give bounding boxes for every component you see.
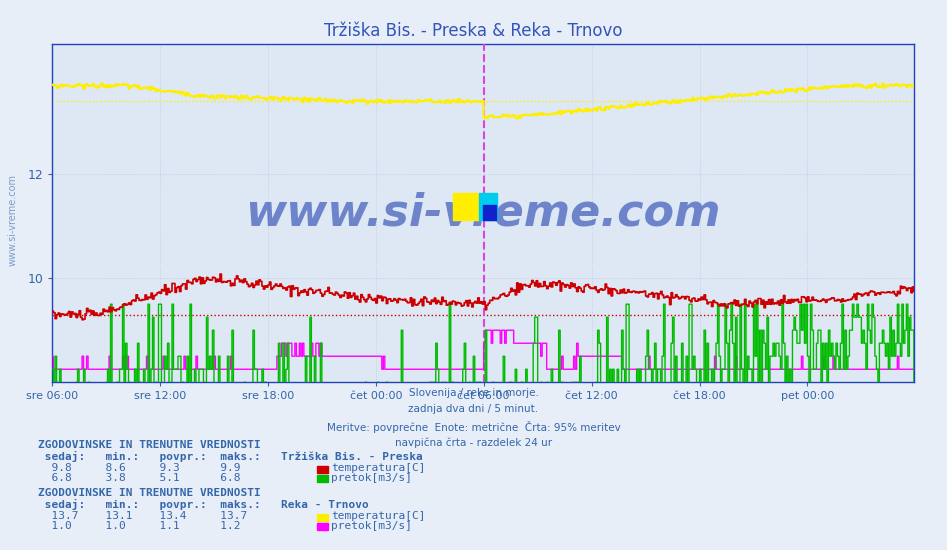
FancyBboxPatch shape [453, 193, 478, 220]
Text: zadnja dva dni / 5 minut.: zadnja dva dni / 5 minut. [408, 404, 539, 414]
Text: Tržiška Bis. - Preska & Reka - Trnovo: Tržiška Bis. - Preska & Reka - Trnovo [324, 22, 623, 40]
Text: 9.8     8.6     9.3      9.9: 9.8 8.6 9.3 9.9 [38, 463, 260, 474]
FancyBboxPatch shape [478, 193, 497, 220]
Text: www.si-vreme.com: www.si-vreme.com [245, 191, 721, 235]
FancyBboxPatch shape [483, 205, 496, 220]
Text: temperatura[C]: temperatura[C] [331, 463, 426, 474]
Text: www.si-vreme.com: www.si-vreme.com [8, 174, 17, 266]
Text: Meritve: povprečne  Enote: metrične  Črta: 95% meritev: Meritve: povprečne Enote: metrične Črta:… [327, 421, 620, 433]
Text: sedaj:   min.:   povpr.:  maks.:   Reka - Trnovo: sedaj: min.: povpr.: maks.: Reka - Trnov… [38, 499, 368, 510]
Text: pretok[m3/s]: pretok[m3/s] [331, 472, 413, 483]
Text: temperatura[C]: temperatura[C] [331, 511, 426, 521]
Text: navpična črta - razdelek 24 ur: navpična črta - razdelek 24 ur [395, 437, 552, 448]
Text: sedaj:   min.:   povpr.:  maks.:   Tržiška Bis. - Preska: sedaj: min.: povpr.: maks.: Tržiška Bis.… [38, 452, 422, 463]
Text: 1.0     1.0     1.1      1.2: 1.0 1.0 1.1 1.2 [38, 520, 260, 531]
Text: Slovenija / reke in morje.: Slovenija / reke in morje. [408, 388, 539, 398]
Text: 13.7    13.1    13.4     13.7: 13.7 13.1 13.4 13.7 [38, 511, 260, 521]
Text: ZGODOVINSKE IN TRENUTNE VREDNOSTI: ZGODOVINSKE IN TRENUTNE VREDNOSTI [38, 488, 260, 498]
Text: pretok[m3/s]: pretok[m3/s] [331, 520, 413, 531]
Text: ZGODOVINSKE IN TRENUTNE VREDNOSTI: ZGODOVINSKE IN TRENUTNE VREDNOSTI [38, 440, 260, 450]
Text: 6.8     3.8     5.1      6.8: 6.8 3.8 5.1 6.8 [38, 472, 260, 483]
